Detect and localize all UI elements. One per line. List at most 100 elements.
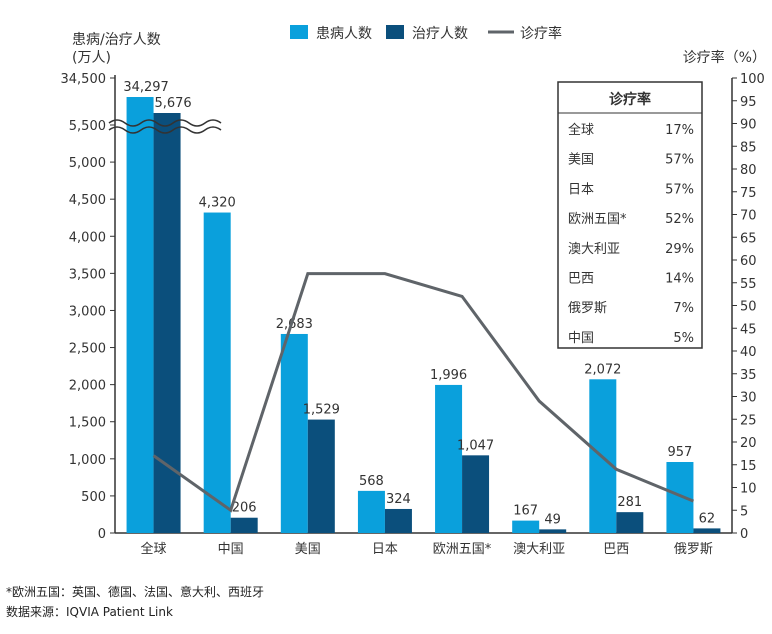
bar-treated <box>462 455 490 533</box>
left-tick-label: 4,000 <box>69 230 106 245</box>
bar-patients <box>357 490 385 533</box>
bar-patients <box>435 384 463 533</box>
rate-table-title: 诊疗率 <box>609 91 651 108</box>
right-tick-label: 85 <box>740 140 757 155</box>
rate-table-country: 中国 <box>568 331 594 346</box>
left-axis-title: 患病/治疗人数 <box>72 32 161 48</box>
bar-value-label: 281 <box>617 495 642 510</box>
bar-treated <box>616 512 644 533</box>
bar-value-label: 1,996 <box>430 368 467 383</box>
axis-break-mark <box>108 126 222 134</box>
bar-treated <box>384 508 412 533</box>
left-tick-label: 3,000 <box>69 304 106 319</box>
bar-value-label: 324 <box>386 492 411 507</box>
bar-value-label: 206 <box>232 501 257 516</box>
rate-table-country: 美国 <box>568 153 594 168</box>
right-tick-label: 55 <box>740 277 757 292</box>
category-label: 全球 <box>141 541 167 557</box>
category-label: 美国 <box>295 542 321 557</box>
rate-table-value: 29% <box>665 242 694 257</box>
rate-table-value: 17% <box>665 123 694 138</box>
right-tick-label: 10 <box>740 482 757 497</box>
right-tick-label: 60 <box>740 254 757 269</box>
rate-table-country: 全球 <box>568 122 594 138</box>
left-tick-label: 5,000 <box>69 156 106 171</box>
category-label: 日本 <box>372 542 398 557</box>
axis-break-mark <box>108 119 222 127</box>
bar-treated <box>307 419 335 533</box>
rate-table-country: 俄罗斯 <box>568 301 607 316</box>
bar-value-label: 62 <box>699 511 716 526</box>
bar-value-label: 957 <box>668 445 693 460</box>
left-tick-label: 1,500 <box>69 416 106 431</box>
left-axis-title: (万人) <box>72 50 111 66</box>
rate-table-country: 巴西 <box>568 272 594 287</box>
legend-swatch <box>290 25 308 39</box>
right-tick-label: 95 <box>740 95 757 110</box>
right-tick-label: 0 <box>740 527 748 542</box>
bar-patients <box>280 333 308 533</box>
category-label: 澳大利亚 <box>513 541 565 557</box>
right-tick-label: 40 <box>740 345 757 360</box>
legend-label: 治疗人数 <box>412 26 468 42</box>
left-tick-label: 500 <box>81 490 106 505</box>
bar-value-label: 167 <box>513 504 538 519</box>
bar-line-chart: 05001,0001,5002,0002,5003,0003,5004,0004… <box>61 25 766 557</box>
bar-patients <box>203 212 231 533</box>
left-tick-label: 0 <box>98 527 106 542</box>
bar-value-label: 2,683 <box>276 317 313 332</box>
right-tick-label: 5 <box>740 504 748 519</box>
rate-table-value: 52% <box>665 212 694 227</box>
rate-table-value: 14% <box>665 272 694 287</box>
right-tick-label: 80 <box>740 163 757 178</box>
right-tick-label: 100 <box>740 72 765 87</box>
right-tick-label: 50 <box>740 300 757 315</box>
footnote: *欧洲五国：英国、德国、法国、意大利、西班牙 <box>6 585 265 599</box>
rate-table-box <box>557 81 703 349</box>
right-tick-label: 70 <box>740 209 757 224</box>
left-tick-label: 3,500 <box>69 267 106 282</box>
bar-value-label: 2,072 <box>584 362 621 377</box>
left-tick-label: 5,500 <box>69 119 106 134</box>
bar-value-label: 5,676 <box>154 96 191 111</box>
category-label: 中国 <box>218 542 244 557</box>
bar-patients <box>512 520 540 533</box>
right-tick-label: 35 <box>740 368 757 383</box>
bar-value-label: 49 <box>544 512 561 527</box>
bar-value-label: 1,047 <box>457 438 494 453</box>
rate-table-value: 57% <box>665 153 694 168</box>
source-note: 数据来源：IQVIA Patient Link <box>6 605 173 619</box>
bar-treated <box>539 529 567 533</box>
bar-value-label: 568 <box>359 474 384 489</box>
legend-label: 诊疗率 <box>520 25 562 42</box>
category-label: 欧洲五国* <box>433 542 492 557</box>
right-tick-label: 20 <box>740 436 757 451</box>
right-tick-label: 65 <box>740 231 757 246</box>
left-tick-label: 2,500 <box>69 342 106 357</box>
right-tick-label: 90 <box>740 118 757 133</box>
bar-patients <box>666 462 694 533</box>
bar-value-label: 34,297 <box>123 80 169 95</box>
bar-treated <box>230 517 258 533</box>
bar-value-label: 1,529 <box>303 403 340 418</box>
right-tick-label: 15 <box>740 459 757 474</box>
left-tick-label: 1,000 <box>69 453 106 468</box>
left-tick-label: 2,000 <box>69 379 106 394</box>
right-axis-title: 诊疗率（%） <box>683 49 766 66</box>
bar-treated <box>693 528 721 533</box>
legend-label: 患病人数 <box>316 26 372 42</box>
left-tick-label: 34,500 <box>61 72 107 87</box>
rate-table-country: 欧洲五国* <box>568 212 627 227</box>
right-tick-label: 30 <box>740 391 757 406</box>
right-tick-label: 45 <box>740 322 757 337</box>
rate-table-value: 5% <box>673 331 694 346</box>
bar-patients <box>126 97 154 533</box>
rate-table-country: 澳大利亚 <box>568 241 620 257</box>
right-tick-label: 25 <box>740 413 757 428</box>
rate-table-value: 57% <box>665 182 694 197</box>
category-label: 俄罗斯 <box>674 542 713 557</box>
legend-swatch <box>386 25 404 39</box>
bar-treated <box>153 113 181 533</box>
bar-value-label: 4,320 <box>199 196 236 211</box>
